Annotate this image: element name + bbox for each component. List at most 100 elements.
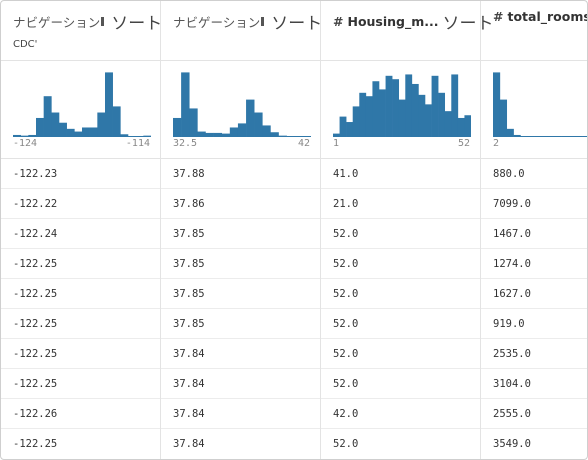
histogram-bar[interactable]	[398, 99, 406, 137]
histogram-bar[interactable]	[554, 136, 562, 137]
histogram-bar[interactable]	[513, 134, 521, 137]
table-cell[interactable]: 7099.0	[481, 189, 587, 219]
table-cell[interactable]: 2535.0	[481, 339, 587, 369]
histogram-bar[interactable]	[13, 134, 21, 137]
table-cell[interactable]: -122.26	[1, 399, 160, 429]
histogram-bar[interactable]	[499, 99, 508, 137]
table-cell[interactable]: 1627.0	[481, 279, 587, 309]
histogram-bar[interactable]	[173, 117, 182, 137]
histogram-bar[interactable]	[205, 132, 214, 137]
column-header[interactable]: # total_rooms	[481, 1, 587, 61]
table-cell[interactable]: 880.0	[481, 159, 587, 189]
histogram-bar[interactable]	[392, 79, 400, 137]
histogram-bar[interactable]	[405, 74, 413, 137]
column-header[interactable]: ナビゲーション ソート	[161, 1, 322, 61]
table-cell[interactable]: 37.85	[161, 219, 320, 249]
table-cell[interactable]: 52.0	[321, 309, 480, 339]
histogram-bar[interactable]	[582, 136, 588, 137]
table-cell[interactable]: 52.0	[321, 339, 480, 369]
histogram-bar[interactable]	[302, 136, 311, 137]
table-cell[interactable]: 1467.0	[481, 219, 587, 249]
histogram-bar[interactable]	[66, 128, 75, 137]
histogram-bar[interactable]	[506, 128, 514, 137]
table-cell[interactable]: 919.0	[481, 309, 587, 339]
histogram-bar[interactable]	[120, 134, 129, 137]
histogram-bar[interactable]	[270, 132, 279, 137]
table-cell[interactable]: 37.85	[161, 309, 320, 339]
histogram-bar[interactable]	[286, 136, 296, 137]
histogram-bar[interactable]	[181, 72, 190, 137]
histogram-bar[interactable]	[197, 131, 206, 137]
sort-icon[interactable]	[101, 17, 105, 26]
table-cell[interactable]: -122.25	[1, 309, 160, 339]
histogram-bar[interactable]	[237, 123, 247, 137]
histogram-bar[interactable]	[493, 72, 501, 137]
histogram-bar[interactable]	[135, 136, 144, 137]
histogram-bar[interactable]	[411, 83, 419, 137]
histogram-bar[interactable]	[457, 117, 465, 137]
table-cell[interactable]: 52.0	[321, 219, 480, 249]
table-cell[interactable]: 52.0	[321, 249, 480, 279]
histogram-bar[interactable]	[128, 136, 136, 137]
histogram-bar[interactable]	[97, 112, 106, 137]
histogram-bar[interactable]	[20, 135, 29, 137]
histogram-bar[interactable]	[444, 111, 452, 137]
column-header[interactable]: ナビゲーション ソート CDC'	[1, 1, 163, 61]
histogram-bar[interactable]	[143, 135, 151, 137]
histogram-bar[interactable]	[213, 132, 223, 137]
histogram-bar[interactable]	[36, 117, 44, 137]
histogram-bar[interactable]	[229, 127, 239, 137]
histogram-bar[interactable]	[339, 116, 347, 137]
table-cell[interactable]: -122.25	[1, 249, 160, 279]
table-cell[interactable]: -122.25	[13, 438, 58, 450]
table-cell[interactable]: 52.0	[333, 438, 359, 450]
histogram-bar[interactable]	[294, 136, 304, 137]
sort-icon[interactable]	[261, 17, 265, 26]
table-cell[interactable]: 3549.0	[493, 438, 531, 450]
table-cell[interactable]: -122.22	[1, 189, 160, 219]
histogram-bar[interactable]	[28, 134, 37, 137]
histogram-bar[interactable]	[246, 99, 255, 137]
column-header[interactable]: # Housing_m... ソート	[321, 1, 494, 61]
table-cell[interactable]: 41.0	[321, 159, 480, 189]
table-cell[interactable]: -122.23	[1, 159, 160, 189]
histogram-bar[interactable]	[359, 92, 367, 137]
table-cell[interactable]: 42.0	[321, 399, 480, 429]
histogram-bar[interactable]	[379, 89, 386, 137]
histogram-bar[interactable]	[464, 115, 471, 137]
table-cell[interactable]: 37.84	[173, 438, 205, 450]
histogram-bar[interactable]	[418, 94, 426, 137]
histogram-bar[interactable]	[189, 108, 198, 137]
sort-button[interactable]: ソート	[111, 14, 163, 34]
histogram-bar[interactable]	[262, 125, 271, 137]
histogram-bar[interactable]	[431, 75, 439, 137]
histogram-bar[interactable]	[352, 106, 360, 137]
histogram-bar[interactable]	[346, 122, 354, 137]
table-cell[interactable]: 1274.0	[481, 249, 587, 279]
histogram-bar[interactable]	[547, 136, 556, 137]
table-cell[interactable]: -122.24	[1, 219, 160, 249]
histogram-bar[interactable]	[51, 112, 60, 137]
histogram-bar[interactable]	[43, 96, 52, 137]
histogram-bar[interactable]	[520, 136, 528, 137]
histogram-bar[interactable]	[385, 75, 393, 137]
table-cell[interactable]: 21.0	[321, 189, 480, 219]
table-cell[interactable]: 37.84	[161, 369, 320, 399]
histogram-bar[interactable]	[74, 131, 83, 137]
histogram-bar[interactable]	[372, 81, 380, 137]
histogram-bar[interactable]	[575, 136, 583, 137]
histogram-bar[interactable]	[527, 136, 535, 137]
table-cell[interactable]: 37.88	[161, 159, 320, 189]
table-cell[interactable]: 2555.0	[481, 399, 587, 429]
histogram-bar[interactable]	[438, 92, 446, 137]
table-cell[interactable]: -122.25	[1, 369, 160, 399]
histogram-bar[interactable]	[89, 127, 98, 137]
histogram-bar[interactable]	[254, 112, 263, 137]
table-cell[interactable]: 52.0	[321, 369, 480, 399]
table-cell[interactable]: 37.84	[161, 339, 320, 369]
table-cell[interactable]: -122.25	[1, 339, 160, 369]
histogram-bar[interactable]	[105, 72, 113, 137]
histogram-bar[interactable]	[451, 74, 459, 137]
table-cell[interactable]: 37.84	[161, 399, 320, 429]
histogram-bar[interactable]	[568, 136, 576, 137]
